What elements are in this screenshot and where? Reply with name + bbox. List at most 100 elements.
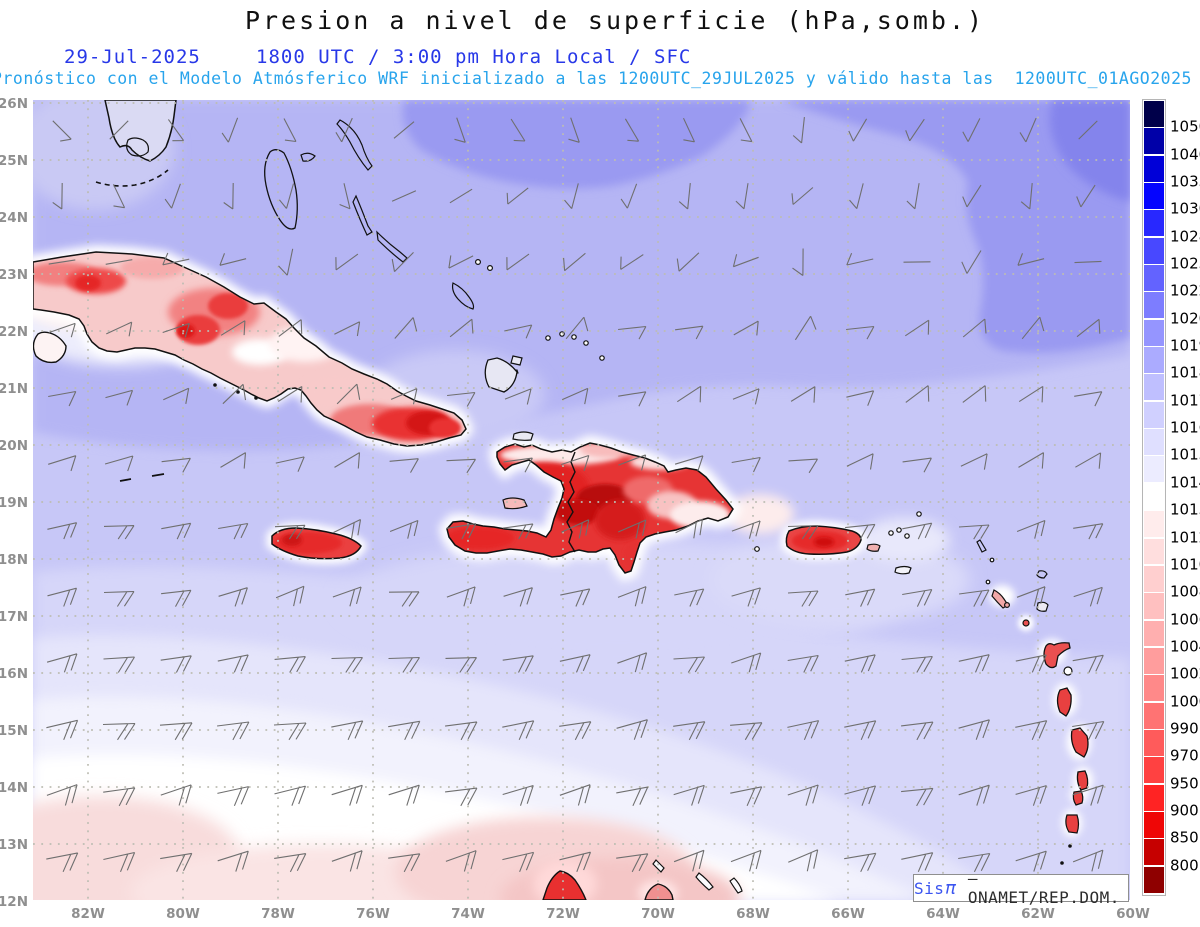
wind-barb (731, 520, 761, 539)
wind-barb (1019, 117, 1037, 143)
wind-barb (223, 182, 234, 210)
colorbar-label: 1050 (1170, 117, 1200, 136)
colorbar-label: 1004 (1170, 637, 1200, 656)
wind-barb (445, 721, 478, 741)
colorbar-cell (1144, 347, 1164, 374)
colorbar-cell (1144, 265, 1164, 291)
colorbar-label: 900 (1170, 801, 1199, 820)
virgin-islands (916, 511, 922, 517)
lon-label: 72W (546, 906, 580, 922)
nevis (1003, 601, 1010, 608)
turks-caicos (545, 335, 551, 341)
lat-label: 12N (0, 894, 28, 910)
wind-barb (787, 720, 820, 741)
colorbar-cell (1144, 811, 1164, 838)
wind-barb (1021, 316, 1045, 340)
cuba-pressure-blob (208, 293, 248, 319)
colorbar-label: 1012 (1170, 528, 1200, 547)
wind-barb (673, 721, 706, 741)
wind-barb (105, 259, 133, 265)
wind-barb (388, 656, 420, 673)
wind-barb (389, 519, 419, 539)
wind-barb (278, 248, 294, 276)
wind-barb (503, 457, 533, 473)
wind-barb (617, 519, 647, 539)
colorbar-cell (1144, 729, 1164, 756)
hispaniola-pressure-blob (556, 499, 600, 525)
wind-barb (449, 188, 473, 204)
wind-barb (220, 452, 247, 469)
aruba (652, 859, 665, 873)
wind-barb (220, 320, 246, 336)
wind-barb (731, 456, 761, 473)
grenadines (1060, 861, 1064, 865)
blob-1019-top (402, 100, 750, 189)
wind-barb (958, 719, 990, 740)
wind-barb (164, 183, 181, 209)
colorbar-cell (1144, 675, 1164, 702)
cuba-coastline (33, 251, 467, 447)
wind-barb (103, 851, 136, 873)
colorbar-label: 1020 (1170, 309, 1200, 328)
wind-barb (218, 522, 249, 540)
wind-barb (275, 585, 305, 607)
wind-barb (673, 784, 705, 806)
wind-barb (502, 655, 534, 673)
wind-barb (503, 587, 533, 607)
wind-barb (112, 184, 126, 209)
turks-caicos (583, 340, 589, 346)
lat-label: 18N (0, 552, 28, 568)
wind-barb (167, 119, 185, 142)
colorbar-label: 1028 (1170, 227, 1200, 246)
hispaniola-pressure-blob (595, 500, 645, 540)
tortue (512, 431, 534, 441)
wind-barb (1078, 120, 1098, 140)
wind-barb (905, 385, 930, 403)
wind-barb (846, 252, 874, 266)
lat-label: 24N (0, 210, 28, 226)
wind-barb (561, 387, 589, 405)
colorbar-label: 1002 (1170, 664, 1200, 683)
wind-barb (217, 654, 249, 673)
wind-barb (217, 850, 249, 872)
wind-barb (901, 787, 934, 807)
puerto-rico-coastline (785, 525, 862, 555)
wind-barb (335, 117, 353, 143)
wind-barb (103, 590, 135, 607)
wind-barb (730, 786, 763, 807)
wind-barb (678, 183, 691, 210)
colorbar-cell (1144, 401, 1164, 428)
wind-barb (848, 118, 868, 142)
wind-barb (103, 525, 135, 540)
lon-label: 78W (261, 906, 295, 922)
wind-barb (675, 325, 704, 340)
colorbar-cell (1144, 374, 1164, 401)
wind-barb (510, 118, 526, 142)
wind-barb (673, 656, 705, 673)
little-inagua (510, 355, 523, 366)
wind-barb (46, 784, 78, 806)
wind-barb (564, 183, 579, 209)
wind-barb (792, 117, 805, 144)
wind-barb (560, 588, 591, 607)
wind-barb (277, 386, 303, 403)
gonave (502, 497, 528, 510)
wind-barb (1018, 385, 1044, 403)
wind-barb (162, 252, 190, 266)
wind-barb (962, 184, 982, 208)
wind-barb (844, 654, 876, 673)
dominica (1056, 687, 1072, 717)
wind-barb (735, 183, 749, 210)
lat-label: 16N (0, 666, 28, 682)
wind-barb (103, 656, 135, 673)
lon-label: 64W (926, 906, 960, 922)
wind-barb (1016, 586, 1046, 607)
colorbar-cell (1144, 128, 1164, 155)
colorbar-label: 800 (1170, 856, 1199, 875)
wind-barb (222, 383, 247, 405)
wind-barb (730, 849, 762, 872)
wind-barb (454, 117, 466, 143)
wind-barb (449, 318, 474, 338)
wind-barb (1072, 784, 1104, 806)
anguilla-stmartin (976, 539, 987, 553)
